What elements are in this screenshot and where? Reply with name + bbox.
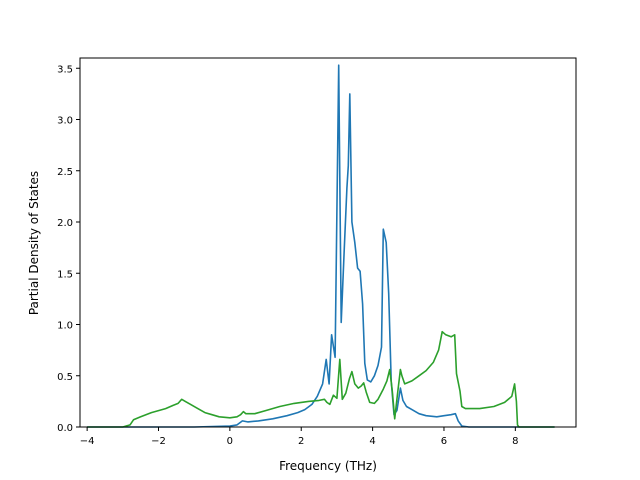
x-tick-label: −4 <box>80 436 95 447</box>
x-tick-label: 8 <box>512 436 518 447</box>
y-tick-label: 0.0 <box>57 423 73 434</box>
y-tick-label: 2.0 <box>57 218 73 229</box>
x-tick-label: 2 <box>298 436 304 447</box>
x-tick-label: −2 <box>151 436 166 447</box>
x-tick-label: 0 <box>227 436 233 447</box>
x-tick-label: 6 <box>441 436 447 447</box>
y-axis-label: Partial Density of States <box>27 171 41 315</box>
y-tick-label: 0.5 <box>57 372 73 383</box>
y-tick-label: 3.5 <box>57 64 73 75</box>
y-tick-label: 2.5 <box>57 167 73 178</box>
y-tick-label: 3.0 <box>57 116 73 127</box>
y-tick-label: 1.5 <box>57 269 73 280</box>
y-tick-label: 1.0 <box>57 321 73 332</box>
x-axis-label: Frequency (THz) <box>279 459 377 473</box>
x-tick-label: 4 <box>369 436 375 447</box>
